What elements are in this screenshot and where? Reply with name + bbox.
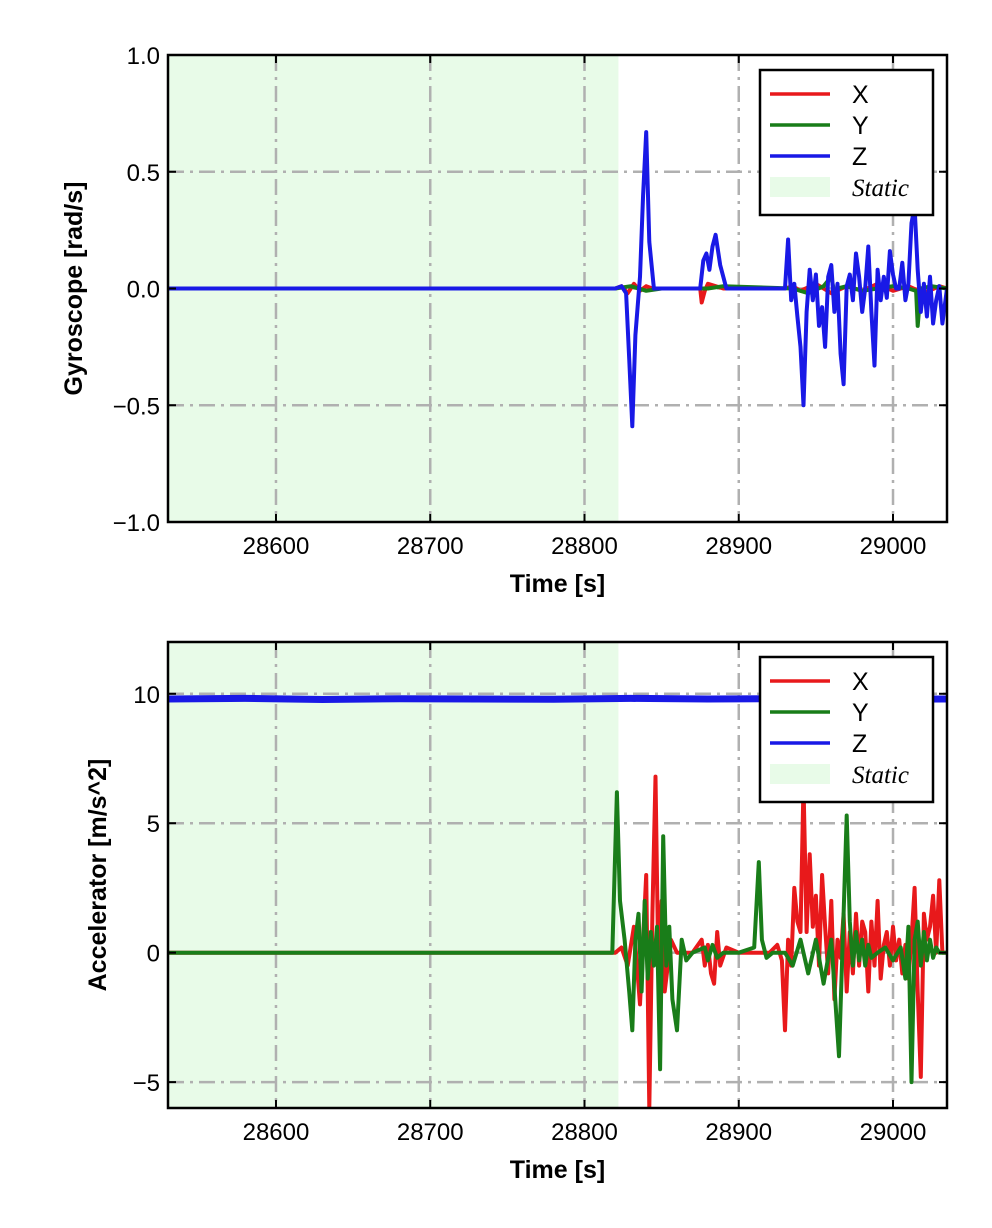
x-tick-label: 28800 [551,1119,618,1146]
x-tick-label: 28700 [397,533,464,560]
x-tick-label: 28900 [705,1119,772,1146]
tick-marks [168,642,947,1108]
series-line-z [168,130,947,429]
series-line-y [168,790,947,1085]
y-tick-label: −1.0 [113,510,160,537]
plot-frame [166,640,949,1110]
y-tick-label: 1.0 [127,43,160,70]
y-tick-labels: −1.0 −0.5 0.0 0.5 1.0 [113,43,160,537]
y-axis-label: Accelerator [m/s^2] [84,759,112,992]
legend-label-x: X [852,668,869,696]
y-tick-label: −5 [133,1070,160,1097]
legend-label-static: Static [852,175,909,202]
legend: X Y Z Static [758,68,935,217]
legend-label-static: Static [852,762,909,789]
x-tick-label: 29000 [860,533,927,560]
x-tick-labels: 28600 28700 28800 28900 29000 [243,533,927,560]
x-tick-label: 28600 [243,533,310,560]
legend-label-z: Z [852,143,867,171]
y-tick-label: 0 [147,941,160,968]
x-tick-label: 28900 [705,533,772,560]
static-region [168,642,619,1108]
gyroscope-panel: 28600 28700 28800 28900 29000 −1.0 −0.5 … [60,43,949,598]
legend-label-z: Z [852,730,867,758]
y-tick-label: 10 [133,682,160,709]
x-tick-labels: 28600 28700 28800 28900 29000 [243,1119,927,1146]
series-lines [168,130,947,429]
y-axis-label: Gyroscope [rad/s] [60,182,88,396]
legend-label-y: Y [852,112,869,140]
y-tick-label: 0.0 [127,277,160,304]
x-axis-label: Time [s] [510,570,605,598]
y-tick-labels: −5 0 5 10 [133,682,160,1097]
x-tick-label: 28700 [397,1119,464,1146]
y-tick-label: −0.5 [113,393,160,420]
legend-swatch-static [770,177,830,197]
x-axis-label: Time [s] [510,1156,605,1184]
y-tick-label: 0.5 [127,160,160,187]
accelerometer-panel: 28600 28700 28800 28900 29000 −5 0 5 10 … [84,640,949,1184]
y-tick-label: 5 [147,811,160,838]
legend-swatch-static [770,764,830,784]
tick-marks [168,54,947,523]
x-tick-label: 28600 [243,1119,310,1146]
x-tick-label: 29000 [860,1119,927,1146]
legend-label-x: X [852,81,869,109]
legend-label-y: Y [852,699,869,727]
x-tick-label: 28800 [551,533,618,560]
legend: X Y Z Static [758,655,935,804]
